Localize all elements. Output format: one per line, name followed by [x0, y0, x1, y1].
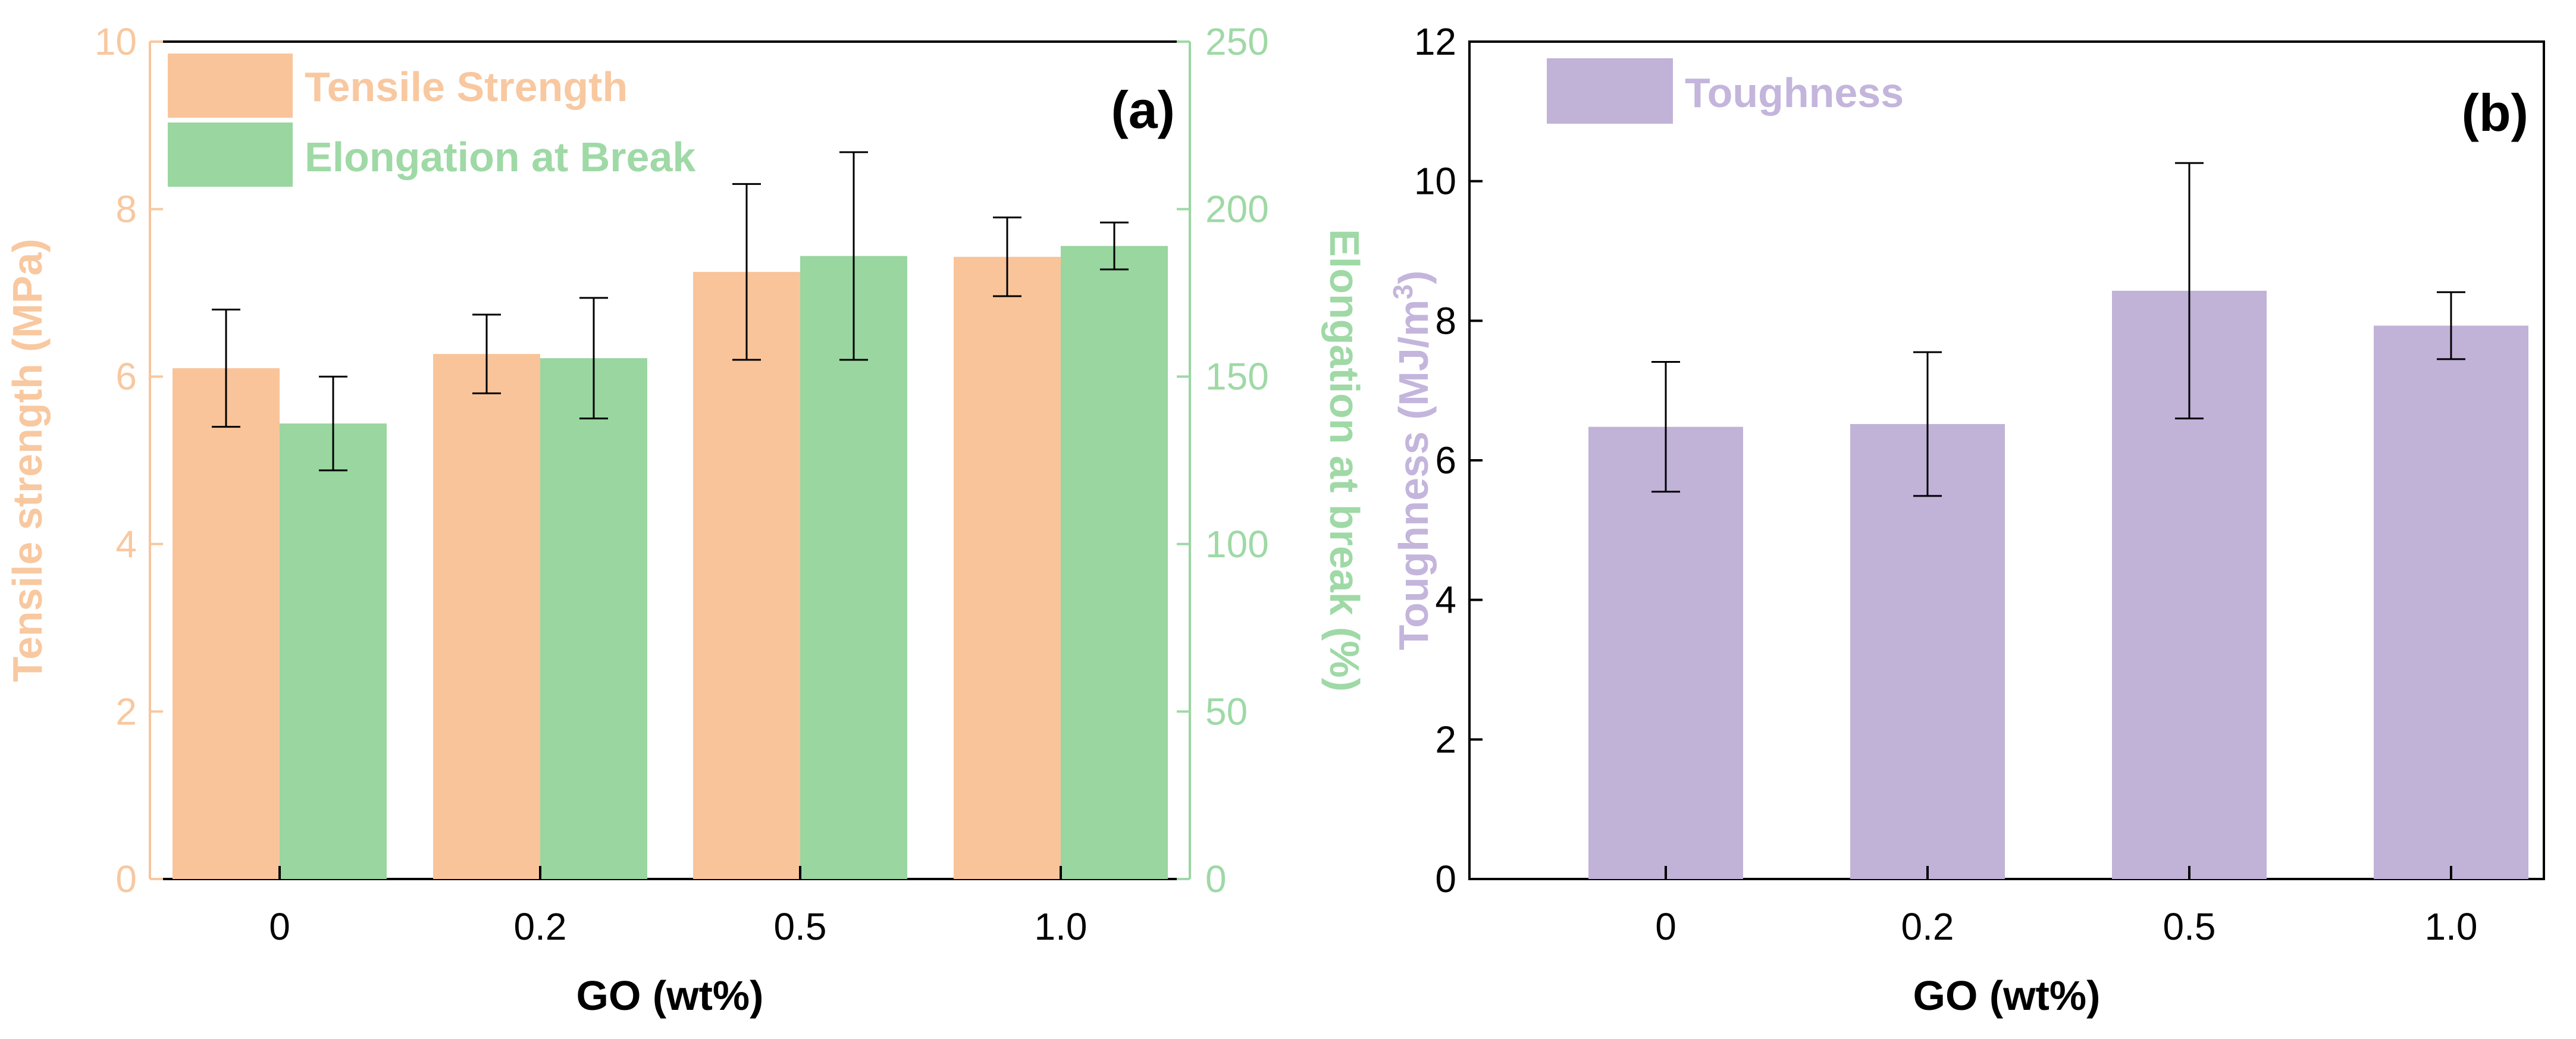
bar-toughness-0 [1588, 426, 1743, 879]
toughness-axis-title-main: Toughness (MJ/m [1390, 300, 1437, 651]
toughness-y-tick-label: 0 [1435, 858, 1456, 900]
toughness-axis-title: Toughness (MJ/m3) [1387, 271, 1437, 651]
panel-b-chart: 0 2 4 6 8 10 12 0 0.2 0.5 1.0 Toughness (MJ/m3) G… [1387, 20, 2545, 1019]
elongation-y-tick-label: 100 [1205, 523, 1269, 566]
bar-tensile-strength-0-5 [693, 272, 800, 879]
legend-label-tensile-strength: Tensile Strength [305, 64, 628, 110]
bar-elongation-at-break-0 [280, 423, 387, 879]
bar-elongation-at-break-1-0 [1061, 246, 1168, 879]
elongation-axis-title: Elongation at break (%) [1321, 229, 1368, 692]
toughness-y-tick-label: 12 [1414, 20, 1456, 63]
tensile-y-tick-label: 10 [95, 20, 137, 63]
panel-b-x-tick-label: 1.0 [2425, 905, 2478, 948]
tensile-y-tick-label: 0 [115, 858, 137, 900]
tensile-y-tick-label: 8 [115, 188, 137, 231]
panel-a-x-tick-label: 1.0 [1035, 905, 1088, 948]
panel-a-x-tick-label: 0 [269, 905, 290, 948]
elongation-y-tick-label: 200 [1205, 188, 1269, 231]
bar-elongation-at-break-0-2 [540, 358, 647, 879]
panel-a-x-tick-label: 0.5 [774, 905, 827, 948]
panel-b-label: (b) [2462, 83, 2528, 142]
toughness-y-tick-label: 8 [1435, 299, 1456, 342]
elongation-y-tick-label: 250 [1205, 20, 1269, 63]
bar-tensile-strength-0 [173, 368, 280, 879]
elongation-y-tick-label: 0 [1205, 858, 1227, 900]
panel-a-x-tick-label: 0.2 [514, 905, 567, 948]
toughness-axis-title-superscript: 3 [1387, 284, 1418, 300]
legend-swatch-tensile-strength [168, 54, 293, 118]
panel-a-chart: 0 2 4 6 8 10 0 50 100 150 200 250 0 0.2 0.5 1.0 Tensi… [4, 20, 1368, 1019]
bar-toughness-0-2 [1850, 423, 2005, 879]
toughness-axis-title-end: ) [1390, 271, 1437, 284]
legend-swatch-toughness [1547, 58, 1673, 124]
bar-tensile-strength-1-0 [954, 256, 1061, 880]
panel-b-x-tick-label: 0.2 [1901, 905, 1954, 948]
elongation-y-tick-label: 150 [1205, 355, 1269, 398]
tensile-y-tick-label: 4 [115, 523, 137, 566]
bar-toughness-1-0 [2374, 325, 2528, 879]
panel-b-x-axis-title: GO (wt%) [1913, 972, 2101, 1019]
panel-b-x-tick-label: 0 [1655, 905, 1676, 948]
tensile-y-tick-label: 6 [115, 355, 137, 398]
toughness-y-tick-label: 10 [1414, 160, 1456, 203]
panel-a-label: (a) [1111, 80, 1175, 139]
tensile-strength-axis-title: Tensile strength (MPa) [4, 238, 51, 682]
toughness-y-tick-label: 6 [1435, 439, 1456, 482]
toughness-y-tick-label: 4 [1435, 579, 1456, 621]
panel-a-x-axis-title: GO (wt%) [576, 972, 764, 1019]
toughness-y-tick-label: 2 [1435, 718, 1456, 761]
bar-tensile-strength-0-2 [433, 354, 540, 879]
panel-b-x-tick-label: 0.5 [2163, 905, 2216, 948]
legend-label-toughness: Toughness [1685, 70, 1904, 116]
legend-swatch-elongation-at-break [168, 123, 293, 187]
tensile-y-tick-label: 2 [115, 690, 137, 733]
legend-label-elongation-at-break: Elongation at Break [305, 134, 695, 180]
elongation-y-tick-label: 50 [1205, 690, 1248, 733]
